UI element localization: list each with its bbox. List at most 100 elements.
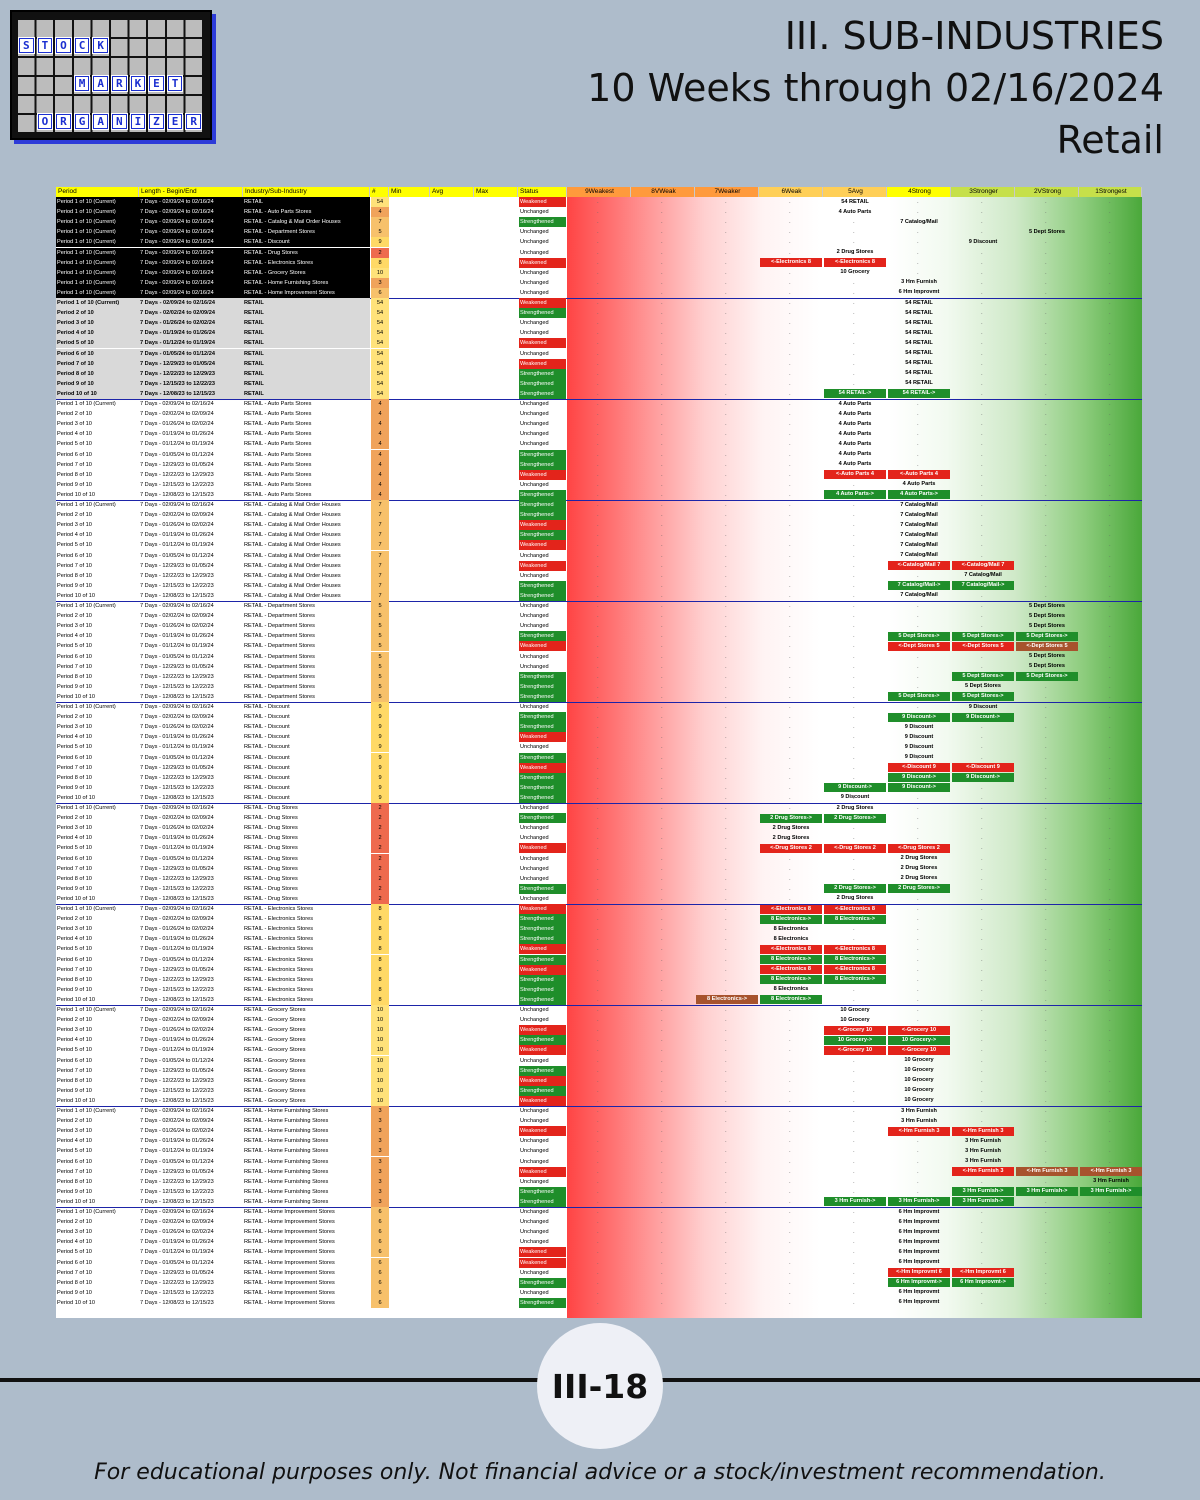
table-row[interactable]: Period 6 of 10 7 Days - 01/05/24 to 01/12… xyxy=(56,1258,1142,1268)
table-row[interactable]: Period 6 of 10 7 Days - 01/05/24 to 01/12… xyxy=(56,1056,1142,1066)
table-row[interactable]: Period 2 of 10 7 Days - 02/02/24 to 02/09… xyxy=(56,1116,1142,1126)
table-row[interactable]: Period 1 of 10 (Current) 7 Days - 02/09/2… xyxy=(56,298,1142,308)
table-row[interactable]: Period 2 of 10 7 Days - 02/02/24 to 02/09… xyxy=(56,712,1142,722)
column-header[interactable]: Min xyxy=(389,187,430,197)
table-row[interactable]: Period 7 of 10 7 Days - 12/29/23 to 01/05… xyxy=(56,763,1142,773)
table-row[interactable]: Period 3 of 10 7 Days - 01/26/24 to 02/02… xyxy=(56,1126,1142,1136)
column-header[interactable]: 3Stronger xyxy=(951,187,1015,197)
table-row[interactable]: Period 7 of 10 7 Days - 12/29/23 to 01/05… xyxy=(56,460,1142,470)
table-row[interactable]: Period 2 of 10 7 Days - 02/02/24 to 02/09… xyxy=(56,308,1142,318)
table-row[interactable]: Period 3 of 10 7 Days - 01/26/24 to 02/02… xyxy=(56,1227,1142,1237)
table-row[interactable]: Period 1 of 10 (Current) 7 Days - 02/09/2… xyxy=(56,237,1142,247)
table-row[interactable]: Period 9 of 10 7 Days - 12/15/23 to 12/22… xyxy=(56,1086,1142,1096)
table-row[interactable]: Period 7 of 10 7 Days - 12/29/23 to 01/05… xyxy=(56,662,1142,672)
table-row[interactable]: Period 1 of 10 (Current) 7 Days - 02/09/2… xyxy=(56,217,1142,227)
table-row[interactable]: Period 3 of 10 7 Days - 01/26/24 to 02/02… xyxy=(56,419,1142,429)
table-row[interactable]: Period 4 of 10 7 Days - 01/19/24 to 01/26… xyxy=(56,732,1142,742)
table-row[interactable]: Period 9 of 10 7 Days - 12/15/23 to 12/22… xyxy=(56,480,1142,490)
table-row[interactable]: Period 7 of 10 7 Days - 12/29/23 to 01/05… xyxy=(56,1167,1142,1177)
column-header[interactable]: Avg xyxy=(430,187,474,197)
table-row[interactable]: Period 3 of 10 7 Days - 01/26/24 to 02/02… xyxy=(56,621,1142,631)
table-row[interactable]: Period 1 of 10 (Current) 7 Days - 02/09/2… xyxy=(56,288,1142,298)
table-row[interactable]: Period 10 of 10 7 Days - 12/08/23 to 12/1… xyxy=(56,389,1142,399)
table-row[interactable]: Period 3 of 10 7 Days - 01/26/24 to 02/02… xyxy=(56,823,1142,833)
table-row[interactable]: Period 8 of 10 7 Days - 12/22/23 to 12/29… xyxy=(56,975,1142,985)
table-row[interactable]: Period 6 of 10 7 Days - 01/05/24 to 01/12… xyxy=(56,1157,1142,1167)
table-row[interactable]: Period 10 of 10 7 Days - 12/08/23 to 12/1… xyxy=(56,1197,1142,1207)
table-row[interactable]: Period 4 of 10 7 Days - 01/19/24 to 01/26… xyxy=(56,631,1142,641)
table-row[interactable]: Period 3 of 10 7 Days - 01/26/24 to 02/02… xyxy=(56,318,1142,328)
column-header[interactable]: Status xyxy=(518,187,567,197)
table-row[interactable]: Period 7 of 10 7 Days - 12/29/23 to 01/05… xyxy=(56,965,1142,975)
table-row[interactable]: Period 8 of 10 7 Days - 12/22/23 to 12/29… xyxy=(56,1076,1142,1086)
table-row[interactable]: Period 1 of 10 (Current) 7 Days - 02/09/2… xyxy=(56,1207,1142,1217)
table-row[interactable]: Period 1 of 10 (Current) 7 Days - 02/09/2… xyxy=(56,248,1142,258)
table-row[interactable]: Period 8 of 10 7 Days - 12/22/23 to 12/29… xyxy=(56,874,1142,884)
table-row[interactable]: Period 7 of 10 7 Days - 12/29/23 to 01/05… xyxy=(56,561,1142,571)
table-row[interactable]: Period 3 of 10 7 Days - 01/26/24 to 02/02… xyxy=(56,1025,1142,1035)
table-row[interactable]: Period 2 of 10 7 Days - 02/02/24 to 02/09… xyxy=(56,914,1142,924)
table-row[interactable]: Period 2 of 10 7 Days - 02/02/24 to 02/09… xyxy=(56,611,1142,621)
table-row[interactable]: Period 10 of 10 7 Days - 12/08/23 to 12/1… xyxy=(56,490,1142,500)
table-row[interactable]: Period 1 of 10 (Current) 7 Days - 02/09/2… xyxy=(56,1106,1142,1116)
table-row[interactable]: Period 9 of 10 7 Days - 12/15/23 to 12/22… xyxy=(56,581,1142,591)
table-row[interactable]: Period 4 of 10 7 Days - 01/19/24 to 01/26… xyxy=(56,1035,1142,1045)
table-row[interactable]: Period 4 of 10 7 Days - 01/19/24 to 01/26… xyxy=(56,833,1142,843)
table-row[interactable]: Period 9 of 10 7 Days - 12/15/23 to 12/22… xyxy=(56,1187,1142,1197)
table-row[interactable]: Period 2 of 10 7 Days - 02/02/24 to 02/09… xyxy=(56,409,1142,419)
table-row[interactable]: Period 6 of 10 7 Days - 01/05/24 to 01/12… xyxy=(56,955,1142,965)
table-row[interactable]: Period 4 of 10 7 Days - 01/19/24 to 01/26… xyxy=(56,530,1142,540)
table-row[interactable]: Period 4 of 10 7 Days - 01/19/24 to 01/26… xyxy=(56,429,1142,439)
table-row[interactable]: Period 5 of 10 7 Days - 01/12/24 to 01/19… xyxy=(56,338,1142,348)
table-row[interactable]: Period 6 of 10 7 Days - 01/05/24 to 01/12… xyxy=(56,854,1142,864)
table-row[interactable]: Period 8 of 10 7 Days - 12/22/23 to 12/29… xyxy=(56,470,1142,480)
table-row[interactable]: Period 7 of 10 7 Days - 12/29/23 to 01/05… xyxy=(56,1066,1142,1076)
table-row[interactable]: Period 6 of 10 7 Days - 01/05/24 to 01/12… xyxy=(56,652,1142,662)
table-row[interactable]: Period 1 of 10 (Current) 7 Days - 02/09/2… xyxy=(56,904,1142,914)
table-row[interactable]: Period 5 of 10 7 Days - 01/12/24 to 01/19… xyxy=(56,1247,1142,1257)
table-row[interactable]: Period 1 of 10 (Current) 7 Days - 02/09/2… xyxy=(56,500,1142,510)
column-header[interactable]: 4Strong xyxy=(887,187,951,197)
table-row[interactable]: Period 5 of 10 7 Days - 01/12/24 to 01/19… xyxy=(56,1045,1142,1055)
table-row[interactable]: Period 1 of 10 (Current) 7 Days - 02/09/2… xyxy=(56,197,1142,207)
table-row[interactable]: Period 1 of 10 (Current) 7 Days - 02/09/2… xyxy=(56,258,1142,268)
table-row[interactable]: Period 3 of 10 7 Days - 01/26/24 to 02/02… xyxy=(56,722,1142,732)
table-row[interactable]: Period 5 of 10 7 Days - 01/12/24 to 01/19… xyxy=(56,641,1142,651)
column-header[interactable]: 8VWeak xyxy=(631,187,695,197)
table-row[interactable]: Period 9 of 10 7 Days - 12/15/23 to 12/22… xyxy=(56,682,1142,692)
table-row[interactable]: Period 8 of 10 7 Days - 12/22/23 to 12/29… xyxy=(56,1177,1142,1187)
table-row[interactable]: Period 9 of 10 7 Days - 12/15/23 to 12/22… xyxy=(56,884,1142,894)
column-header[interactable]: 7Weaker xyxy=(695,187,759,197)
table-row[interactable]: Period 1 of 10 (Current) 7 Days - 02/09/2… xyxy=(56,803,1142,813)
table-row[interactable]: Period 5 of 10 7 Days - 01/12/24 to 01/19… xyxy=(56,439,1142,449)
table-row[interactable]: Period 4 of 10 7 Days - 01/19/24 to 01/26… xyxy=(56,934,1142,944)
table-row[interactable]: Period 1 of 10 (Current) 7 Days - 02/09/2… xyxy=(56,702,1142,712)
column-header[interactable]: 6Weak xyxy=(759,187,823,197)
table-row[interactable]: Period 7 of 10 7 Days - 12/29/23 to 01/05… xyxy=(56,864,1142,874)
table-row[interactable]: Period 8 of 10 7 Days - 12/22/23 to 12/29… xyxy=(56,672,1142,682)
table-row[interactable]: Period 3 of 10 7 Days - 01/26/24 to 02/02… xyxy=(56,520,1142,530)
table-row[interactable]: Period 5 of 10 7 Days - 01/12/24 to 01/19… xyxy=(56,944,1142,954)
table-row[interactable]: Period 4 of 10 7 Days - 01/19/24 to 01/26… xyxy=(56,328,1142,338)
table-row[interactable]: Period 1 of 10 (Current) 7 Days - 02/09/2… xyxy=(56,399,1142,409)
column-header[interactable]: Industry/Sub-Industry xyxy=(243,187,370,197)
table-row[interactable]: Period 6 of 10 7 Days - 01/05/24 to 01/12… xyxy=(56,450,1142,460)
table-row[interactable]: Period 2 of 10 7 Days - 02/02/24 to 02/09… xyxy=(56,1015,1142,1025)
table-row[interactable]: Period 10 of 10 7 Days - 12/08/23 to 12/1… xyxy=(56,1096,1142,1106)
table-row[interactable]: Period 4 of 10 7 Days - 01/19/24 to 01/26… xyxy=(56,1136,1142,1146)
table-row[interactable]: Period 9 of 10 7 Days - 12/15/23 to 12/22… xyxy=(56,985,1142,995)
table-row[interactable]: Period 8 of 10 7 Days - 12/22/23 to 12/29… xyxy=(56,369,1142,379)
table-row[interactable]: Period 4 of 10 7 Days - 01/19/24 to 01/26… xyxy=(56,1237,1142,1247)
table-row[interactable]: Period 6 of 10 7 Days - 01/05/24 to 01/12… xyxy=(56,551,1142,561)
table-row[interactable]: Period 5 of 10 7 Days - 01/12/24 to 01/19… xyxy=(56,742,1142,752)
table-row[interactable]: Period 9 of 10 7 Days - 12/15/23 to 12/22… xyxy=(56,783,1142,793)
table-row[interactable]: Period 7 of 10 7 Days - 12/29/23 to 01/05… xyxy=(56,1268,1142,1278)
column-header[interactable]: 1Strongest xyxy=(1079,187,1142,197)
column-header[interactable]: Max xyxy=(474,187,518,197)
table-row[interactable]: Period 5 of 10 7 Days - 01/12/24 to 01/19… xyxy=(56,1146,1142,1156)
table-row[interactable]: Period 3 of 10 7 Days - 01/26/24 to 02/02… xyxy=(56,924,1142,934)
table-row[interactable]: Period 1 of 10 (Current) 7 Days - 02/09/2… xyxy=(56,1005,1142,1015)
table-row[interactable]: Period 2 of 10 7 Days - 02/02/24 to 02/09… xyxy=(56,813,1142,823)
table-row[interactable]: Period 10 of 10 7 Days - 12/08/23 to 12/1… xyxy=(56,1298,1142,1308)
table-row[interactable]: Period 8 of 10 7 Days - 12/22/23 to 12/29… xyxy=(56,571,1142,581)
